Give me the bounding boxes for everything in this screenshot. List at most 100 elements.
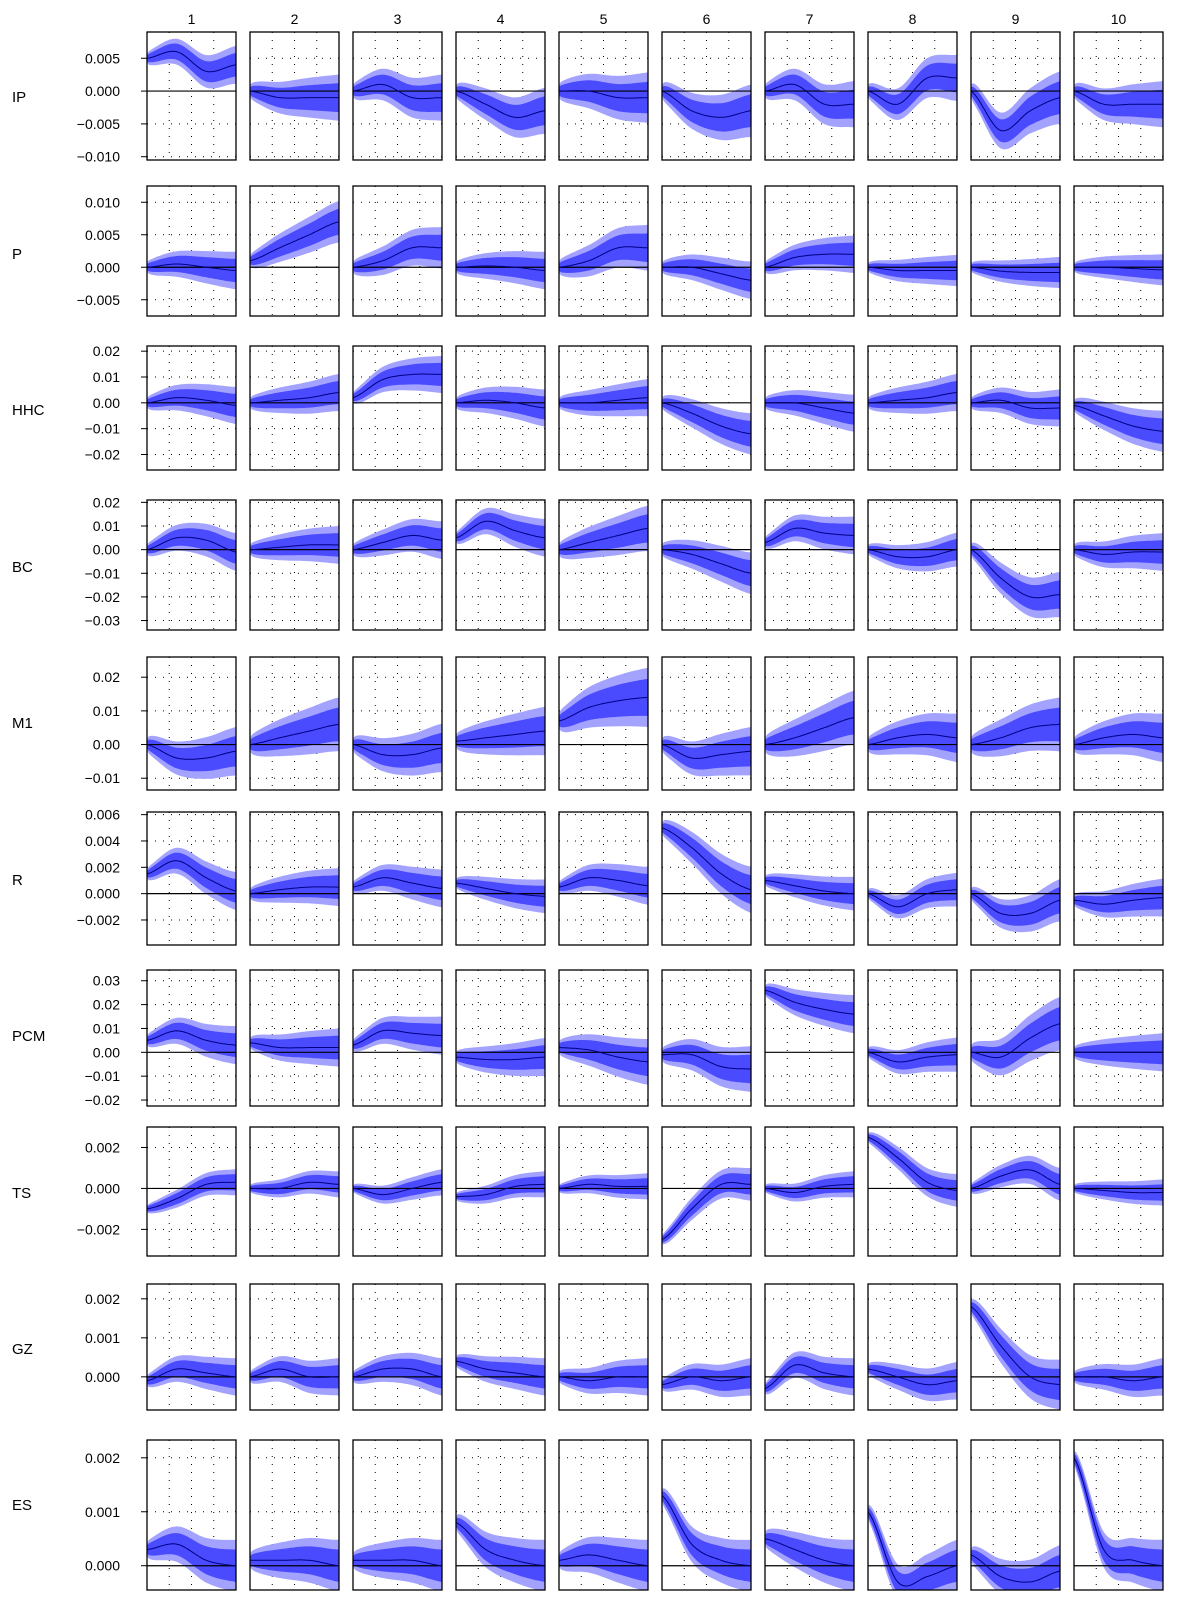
panel-frame: [867, 1126, 958, 1257]
inner-confidence-band: [353, 362, 442, 402]
panel-frame: [970, 499, 1061, 631]
irf-panel-es-4: [455, 1439, 546, 1591]
irf-panel-pcm-6: [661, 969, 752, 1107]
panel-frame: [455, 31, 546, 161]
panel-plot-area: [559, 1127, 648, 1256]
panel-frame: [764, 499, 855, 631]
irf-panel-ts-7: [764, 1126, 855, 1257]
median-response-line: [147, 263, 236, 271]
median-response-line: [559, 1376, 648, 1382]
irf-panel-m1-9: [970, 656, 1061, 791]
panel-plot-area: [1074, 500, 1163, 630]
median-response-line: [456, 90, 545, 119]
median-response-line: [662, 1053, 751, 1070]
inner-confidence-band: [456, 391, 545, 420]
irf-panel-ip-8: [867, 31, 958, 161]
irf-panel-gz-7: [764, 1283, 855, 1411]
panel-plot-area: [1074, 970, 1163, 1106]
median-response-line: [250, 886, 339, 895]
irf-panel-pcm-4: [455, 969, 546, 1107]
y-tick-label: 0.000: [85, 83, 120, 99]
panel-plot-area: [1074, 812, 1163, 945]
median-response-line: [662, 1376, 751, 1386]
median-response-line: [765, 402, 854, 414]
panel-frame: [867, 31, 958, 161]
panel-plot-area: [971, 1127, 1060, 1256]
inner-confidence-band: [1074, 401, 1163, 445]
row-label-ip: IP: [12, 89, 26, 106]
inner-confidence-band: [1074, 1365, 1163, 1391]
inner-confidence-band: [353, 869, 442, 901]
panel-frame: [970, 345, 1061, 471]
column-label-2: 2: [291, 11, 299, 27]
panel-plot-area: [353, 657, 442, 790]
panel-frame: [558, 1283, 649, 1411]
median-response-line: [868, 392, 957, 404]
irf-panel-ip-9: [970, 31, 1061, 161]
panel-frame: [249, 1283, 340, 1411]
median-response-line: [868, 75, 957, 105]
y-tick-label: 0.006: [85, 807, 120, 823]
irf-panel-bc-3: [352, 499, 443, 631]
median-response-line: [868, 1368, 957, 1386]
inner-confidence-band: [353, 1546, 442, 1582]
irf-panel-gz-4: [455, 1283, 546, 1411]
irf-panel-hhc-7: [764, 345, 855, 471]
panel-frame: [661, 656, 752, 791]
panel-frame: [558, 31, 649, 161]
inner-confidence-band: [456, 1045, 545, 1070]
panel-frame: [352, 656, 443, 791]
median-response-line: [559, 1183, 648, 1189]
panel-plot-area: [456, 812, 545, 945]
irf-panel-es-5: [558, 1439, 649, 1591]
irf-panel-gz-9: [970, 1283, 1061, 1411]
panel-frame: [1073, 1439, 1164, 1591]
inner-confidence-band: [868, 1044, 957, 1070]
y-tick-label: 0.002: [85, 1291, 120, 1307]
y-tick-label: −0.005: [77, 292, 120, 308]
panel-frame: [249, 811, 340, 946]
panel-plot-area: [662, 500, 751, 630]
irf-panel-ip-4: [455, 31, 546, 161]
median-response-line: [1074, 1187, 1163, 1194]
row-label-es: ES: [12, 1497, 32, 1514]
panel-plot-area: [1074, 346, 1163, 470]
panel-plot-area: [662, 32, 751, 160]
panel-plot-area: [971, 346, 1060, 470]
panel-frame: [558, 345, 649, 471]
y-tick-label: −0.010: [77, 149, 120, 165]
panel-frame: [352, 31, 443, 161]
median-response-line: [868, 1051, 957, 1063]
panel-plot-area: [250, 1440, 339, 1590]
panel-frame: [249, 499, 340, 631]
irf-panel-r-5: [558, 811, 649, 946]
median-response-line: [353, 1029, 442, 1046]
y-tick-label: 0.01: [93, 1020, 120, 1036]
irf-panel-gz-3: [352, 1283, 443, 1411]
irf-panel-gz-1: [146, 1283, 237, 1411]
panel-frame: [764, 656, 855, 791]
irf-panel-m1-6: [661, 656, 752, 791]
inner-confidence-band: [559, 1543, 648, 1582]
panel-frame: [146, 811, 237, 946]
panel-plot-area: [662, 1284, 751, 1410]
median-response-line: [250, 544, 339, 551]
panel-frame: [146, 1283, 237, 1411]
panel-plot-area: [147, 812, 236, 945]
panel-frame: [1073, 185, 1164, 317]
y-tick-label: 0.002: [85, 1450, 120, 1466]
irf-panel-ts-4: [455, 1126, 546, 1257]
inner-confidence-band: [662, 85, 751, 132]
median-response-line: [971, 399, 1060, 410]
inner-confidence-band: [765, 519, 854, 548]
panel-plot-area: [1074, 186, 1163, 316]
median-response-line: [868, 1136, 957, 1191]
irf-panel-bc-8: [867, 499, 958, 631]
panel-plot-area: [250, 1127, 339, 1256]
median-response-line: [662, 266, 751, 281]
panel-frame: [455, 1439, 546, 1591]
irf-panel-r-4: [455, 811, 546, 946]
median-response-line: [765, 1183, 854, 1193]
irf-panel-gz-2: [249, 1283, 340, 1411]
median-response-line: [662, 549, 751, 574]
